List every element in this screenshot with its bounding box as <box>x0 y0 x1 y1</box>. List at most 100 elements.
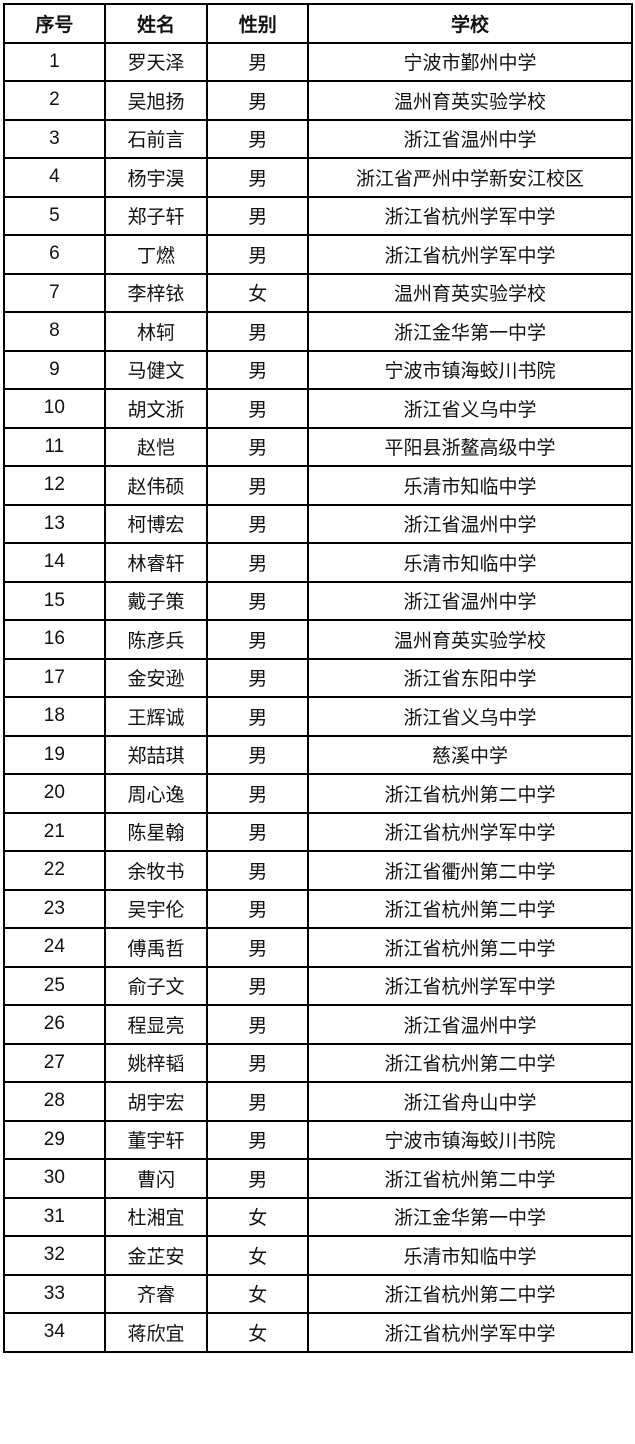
cell-school: 浙江省温州中学 <box>307 503 633 544</box>
cell-school: 宁波市镇海蛟川书院 <box>307 349 633 390</box>
cell-name: 周心逸 <box>103 773 209 814</box>
cell-gender: 男 <box>206 888 310 929</box>
cell-index: 23 <box>3 888 106 929</box>
cell-index: 31 <box>3 1196 106 1237</box>
cell-gender: 女 <box>206 1235 310 1276</box>
cell-index: 19 <box>3 734 106 775</box>
table-row: 34 蒋欣宜女浙江省杭州学军中学 <box>3 1312 633 1353</box>
cell-school: 浙江省杭州第二中学 <box>307 1273 633 1314</box>
cell-name: 俞子文 <box>103 965 209 1006</box>
cell-school: 浙江省温州中学 <box>307 1004 633 1045</box>
cell-school: 浙江省温州中学 <box>307 118 633 159</box>
cell-gender: 男 <box>206 850 310 891</box>
cell-index: 32 <box>3 1235 106 1276</box>
cell-gender: 男 <box>206 811 310 852</box>
cell-name: 余牧书 <box>103 850 209 891</box>
cell-name: 陈彦兵 <box>103 619 209 660</box>
cell-name: 吴宇伦 <box>103 888 209 929</box>
table-row: 4 杨宇淏男浙江省严州中学新安江校区 <box>3 157 633 198</box>
cell-gender: 男 <box>206 80 310 121</box>
table-row: 22 余牧书男浙江省衢州第二中学 <box>3 850 633 891</box>
cell-index: 10 <box>3 388 106 429</box>
cell-gender: 女 <box>206 1196 310 1237</box>
cell-school: 浙江省严州中学新安江校区 <box>307 157 633 198</box>
header-name: 姓名 <box>103 3 209 44</box>
table-row: 25 俞子文男浙江省杭州学军中学 <box>3 965 633 1006</box>
cell-name: 胡文浙 <box>103 388 209 429</box>
cell-gender: 男 <box>206 388 310 429</box>
cell-gender: 女 <box>206 272 310 313</box>
cell-gender: 男 <box>206 41 310 82</box>
cell-school: 浙江省杭州第二中学 <box>307 1158 633 1199</box>
cell-school: 浙江省东阳中学 <box>307 657 633 698</box>
cell-gender: 男 <box>206 734 310 775</box>
table-row: 26 程显亮男浙江省温州中学 <box>3 1004 633 1045</box>
cell-school: 浙江省杭州学军中学 <box>307 234 633 275</box>
header-index: 序号 <box>3 3 106 44</box>
cell-gender: 男 <box>206 426 310 467</box>
cell-index: 2 <box>3 80 106 121</box>
table-row: 27 姚梓韬男浙江省杭州第二中学 <box>3 1042 633 1083</box>
cell-gender: 男 <box>206 311 310 352</box>
cell-gender: 男 <box>206 503 310 544</box>
cell-name: 郑子轩 <box>103 195 209 236</box>
cell-name: 郑喆琪 <box>103 734 209 775</box>
cell-gender: 男 <box>206 927 310 968</box>
cell-gender: 男 <box>206 696 310 737</box>
header-school: 学校 <box>307 3 633 44</box>
cell-school: 平阳县浙鳌高级中学 <box>307 426 633 467</box>
cell-gender: 男 <box>206 542 310 583</box>
table-row: 18 王辉诚男浙江省义乌中学 <box>3 696 633 737</box>
cell-name: 柯博宏 <box>103 503 209 544</box>
cell-name: 吴旭扬 <box>103 80 209 121</box>
cell-index: 13 <box>3 503 106 544</box>
cell-gender: 男 <box>206 1119 310 1160</box>
cell-name: 杜湘宜 <box>103 1196 209 1237</box>
table-row: 32 金芷安女乐清市知临中学 <box>3 1235 633 1276</box>
cell-index: 30 <box>3 1158 106 1199</box>
cell-index: 4 <box>3 157 106 198</box>
cell-name: 林轲 <box>103 311 209 352</box>
cell-index: 18 <box>3 696 106 737</box>
cell-name: 齐睿 <box>103 1273 209 1314</box>
cell-gender: 女 <box>206 1312 310 1353</box>
cell-gender: 男 <box>206 657 310 698</box>
cell-school: 浙江省杭州第二中学 <box>307 1042 633 1083</box>
cell-school: 温州育英实验学校 <box>307 619 633 660</box>
cell-index: 1 <box>3 41 106 82</box>
cell-gender: 男 <box>206 465 310 506</box>
table-row: 11 赵恺男平阳县浙鳌高级中学 <box>3 426 633 467</box>
table-row: 24 傅禹哲男浙江省杭州第二中学 <box>3 927 633 968</box>
cell-school: 浙江省杭州学军中学 <box>307 965 633 1006</box>
cell-index: 3 <box>3 118 106 159</box>
header-gender: 性别 <box>206 3 310 44</box>
cell-name: 程显亮 <box>103 1004 209 1045</box>
table-row: 29 董宇轩男宁波市镇海蛟川书院 <box>3 1119 633 1160</box>
cell-name: 傅禹哲 <box>103 927 209 968</box>
table-row: 2 吴旭扬男温州育英实验学校 <box>3 80 633 121</box>
cell-name: 林睿轩 <box>103 542 209 583</box>
cell-gender: 男 <box>206 773 310 814</box>
cell-index: 6 <box>3 234 106 275</box>
cell-school: 温州育英实验学校 <box>307 80 633 121</box>
cell-school: 浙江金华第一中学 <box>307 1196 633 1237</box>
cell-index: 17 <box>3 657 106 698</box>
cell-index: 5 <box>3 195 106 236</box>
cell-school: 浙江省杭州第二中学 <box>307 773 633 814</box>
cell-index: 22 <box>3 850 106 891</box>
cell-index: 25 <box>3 965 106 1006</box>
cell-school: 乐清市知临中学 <box>307 465 633 506</box>
cell-gender: 男 <box>206 1158 310 1199</box>
cell-name: 罗天泽 <box>103 41 209 82</box>
cell-name: 赵恺 <box>103 426 209 467</box>
cell-index: 14 <box>3 542 106 583</box>
cell-school: 浙江省杭州学军中学 <box>307 195 633 236</box>
cell-gender: 男 <box>206 1042 310 1083</box>
table-row: 30 曹闪男浙江省杭州第二中学 <box>3 1158 633 1199</box>
cell-gender: 男 <box>206 1004 310 1045</box>
cell-name: 戴子策 <box>103 580 209 621</box>
student-table: 序号 姓名 性别 学校 1 罗天泽男宁波市鄞州中学 2 吴旭扬男温州育英实验学校 3 石前… <box>3 3 633 1353</box>
cell-school: 浙江省义乌中学 <box>307 696 633 737</box>
cell-index: 24 <box>3 927 106 968</box>
table-row: 7 李梓铱女温州育英实验学校 <box>3 272 633 313</box>
